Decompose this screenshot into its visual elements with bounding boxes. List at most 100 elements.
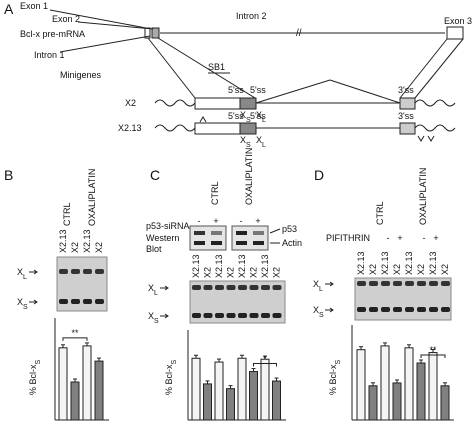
blot-band xyxy=(194,241,205,245)
panel-label: B xyxy=(4,167,13,183)
blot-band xyxy=(211,231,222,235)
pointer xyxy=(269,228,281,234)
panel-label: A xyxy=(4,1,14,17)
lane-label: X2.13 xyxy=(82,229,92,253)
text-main: X xyxy=(17,267,23,277)
significance-bracket xyxy=(253,363,277,367)
band xyxy=(405,281,414,286)
bar xyxy=(380,345,390,421)
label: Western xyxy=(146,233,179,243)
lane-label: X2.13 xyxy=(356,251,366,275)
band xyxy=(441,281,450,286)
band xyxy=(83,299,92,304)
lane-label: X2 xyxy=(272,267,282,278)
gene-diagram: // xyxy=(144,26,464,142)
bar xyxy=(368,385,378,421)
site-label: XL xyxy=(256,110,266,124)
lane-label: X2 xyxy=(416,264,426,275)
lane-label: X2 xyxy=(368,264,378,275)
pointer xyxy=(59,35,151,53)
label: Minigenes xyxy=(60,70,102,80)
label: 5'ss xyxy=(250,111,266,121)
lane-label: X2 xyxy=(70,242,80,253)
bar xyxy=(94,360,104,421)
band xyxy=(381,281,390,286)
label: 5'ss xyxy=(228,85,244,95)
label: Actin xyxy=(282,238,302,248)
band xyxy=(249,313,259,318)
text-main: X xyxy=(256,135,262,145)
y-axis-label: % Bcl-xS xyxy=(28,359,42,395)
band xyxy=(95,299,104,304)
label: Intron 2 xyxy=(236,11,267,21)
arrow-head xyxy=(164,285,169,291)
band xyxy=(71,299,80,304)
condition-label: OXALIPLATIN xyxy=(244,148,254,205)
sign: - xyxy=(423,233,426,243)
band xyxy=(261,285,270,290)
band xyxy=(272,313,282,318)
bar xyxy=(392,382,402,421)
bar xyxy=(203,383,212,421)
text-main: % Bcl-x xyxy=(164,364,174,395)
significance: ** xyxy=(71,328,79,338)
bar xyxy=(58,347,68,421)
band xyxy=(192,313,201,318)
band xyxy=(59,299,68,304)
label: SB1 xyxy=(208,62,225,72)
band xyxy=(95,269,104,274)
bar xyxy=(428,352,438,421)
band xyxy=(417,281,426,286)
arrow-head xyxy=(33,269,38,275)
label: Exon 3 xyxy=(444,16,472,26)
bar xyxy=(191,357,201,421)
band xyxy=(192,285,201,290)
band xyxy=(203,313,213,318)
text-main: X xyxy=(313,305,319,315)
text-main: X xyxy=(240,135,246,145)
arrow-head xyxy=(33,299,38,305)
band xyxy=(369,307,378,312)
text-main: % Bcl-x xyxy=(28,364,38,395)
band xyxy=(417,307,426,312)
text-sub: S xyxy=(23,304,28,311)
band xyxy=(369,281,378,286)
text-sub: S xyxy=(154,318,159,325)
lane-label: X2.13 xyxy=(191,254,201,278)
lane-label: X2.13 xyxy=(260,254,270,278)
blot xyxy=(231,225,269,251)
band xyxy=(441,307,450,312)
blot-band xyxy=(253,241,264,245)
label: Exon 1 xyxy=(20,1,48,11)
lane-label: X2.13 xyxy=(404,251,414,275)
text-sub: S xyxy=(171,359,178,364)
bar xyxy=(237,357,247,421)
pointer xyxy=(49,9,147,29)
text-main: % Bcl-x xyxy=(328,364,338,395)
sign: - xyxy=(198,216,201,226)
significance-bracket xyxy=(420,354,446,358)
label: Exon 2 xyxy=(52,14,80,24)
blot-band xyxy=(194,231,205,235)
arrow-head xyxy=(329,281,334,287)
label: p53 xyxy=(282,224,297,234)
label: Bcl-x pre-mRNA xyxy=(20,29,85,39)
band xyxy=(261,313,270,318)
band-label: XL xyxy=(148,283,158,297)
bar xyxy=(249,371,258,421)
text-sub: S xyxy=(246,117,251,124)
text-main: X xyxy=(313,279,319,289)
text-sub: S xyxy=(35,359,42,364)
band-label: XS xyxy=(313,305,324,319)
band-label: XS xyxy=(148,311,159,325)
text-main: X xyxy=(240,110,246,120)
text-sub: L xyxy=(262,142,266,149)
band-label: XS xyxy=(17,297,28,311)
sign: + xyxy=(213,216,218,226)
blot-band xyxy=(236,241,247,245)
lane-label: X2.13 xyxy=(380,251,390,275)
band xyxy=(203,285,213,290)
blot xyxy=(189,225,227,251)
text-sub: S xyxy=(246,142,251,149)
condition-label: OXALIPLATIN xyxy=(418,168,428,225)
